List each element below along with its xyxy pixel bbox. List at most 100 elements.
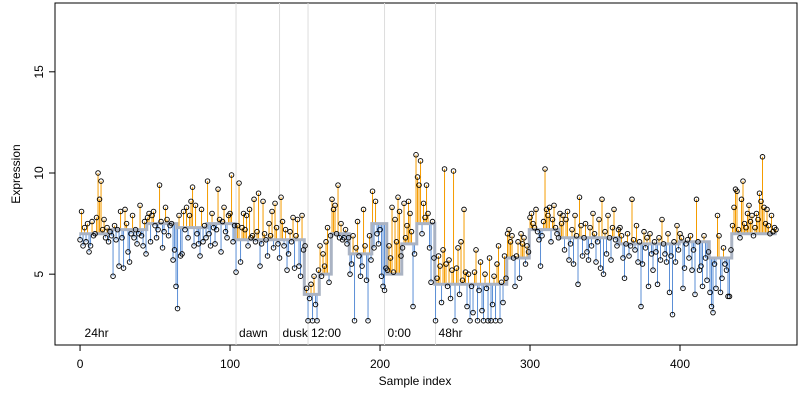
data-point — [324, 224, 331, 231]
data-point — [254, 228, 260, 235]
data-point — [750, 232, 757, 239]
data-point — [435, 253, 442, 259]
data-point — [204, 178, 211, 184]
data-point — [578, 222, 584, 229]
data-point — [428, 279, 434, 286]
data-point — [261, 230, 268, 237]
data-point — [564, 208, 571, 215]
data-point — [180, 208, 187, 215]
data-point — [678, 234, 685, 241]
data-point — [764, 206, 770, 213]
data-point — [608, 257, 614, 263]
x-tick-label: 0 — [77, 357, 84, 371]
data-point — [468, 283, 475, 290]
data-point — [359, 263, 365, 269]
data-point — [440, 247, 446, 253]
data-point — [203, 234, 209, 241]
data-point — [641, 228, 647, 235]
data-point — [605, 212, 611, 219]
data-point — [116, 263, 122, 269]
data-point — [455, 245, 461, 251]
data-point — [747, 218, 754, 225]
data-point — [162, 204, 169, 211]
data-point — [407, 210, 413, 217]
data-point — [567, 241, 574, 247]
data-point — [450, 168, 457, 174]
data-point — [249, 232, 256, 239]
data-point — [566, 257, 572, 263]
data-point — [408, 228, 415, 235]
data-point — [414, 174, 421, 180]
data-point — [80, 243, 86, 249]
data-point — [647, 230, 653, 237]
data-point — [461, 206, 467, 213]
data-point — [560, 212, 566, 219]
data-point — [759, 154, 766, 160]
data-point — [482, 271, 488, 277]
data-point — [99, 226, 106, 233]
data-point — [540, 218, 547, 225]
data-point — [390, 269, 397, 275]
data-point — [669, 311, 676, 318]
data-point — [288, 239, 295, 245]
data-point — [738, 196, 745, 203]
data-point — [563, 216, 569, 223]
data-point — [110, 273, 116, 279]
data-point — [81, 224, 88, 231]
data-point — [252, 239, 259, 245]
data-point — [131, 234, 137, 241]
data-point — [446, 257, 452, 263]
data-point — [494, 261, 500, 267]
data-point — [297, 273, 304, 279]
data-point — [651, 239, 658, 245]
data-point — [684, 237, 691, 243]
data-point — [743, 224, 749, 231]
data-point — [342, 226, 349, 233]
data-point — [597, 265, 604, 271]
y-tick-label: 15 — [32, 65, 46, 79]
data-point — [413, 152, 419, 158]
marker-label: 12:00 — [311, 326, 341, 340]
data-point — [291, 265, 298, 271]
data-point — [633, 222, 640, 229]
data-point — [401, 200, 407, 207]
data-point — [419, 230, 425, 237]
data-point — [765, 222, 772, 229]
data-point — [681, 265, 688, 271]
data-point — [377, 226, 383, 233]
data-point — [96, 196, 103, 203]
data-point — [453, 265, 460, 271]
data-point — [375, 241, 382, 247]
data-point — [222, 228, 229, 235]
data-point — [639, 261, 646, 267]
data-point — [113, 237, 119, 243]
data-point — [602, 228, 608, 235]
data-point — [114, 226, 121, 233]
data-point — [638, 303, 644, 310]
data-point — [518, 230, 524, 237]
data-point — [714, 212, 721, 219]
data-point — [702, 255, 709, 261]
data-point — [654, 281, 661, 288]
data-point — [438, 299, 445, 306]
data-point — [126, 259, 133, 265]
data-point — [632, 247, 638, 253]
data-point — [318, 273, 325, 279]
data-point — [357, 273, 364, 279]
data-point — [434, 275, 440, 281]
data-point — [689, 267, 695, 273]
data-point — [312, 301, 319, 308]
data-point — [192, 202, 199, 209]
data-point — [656, 234, 662, 241]
data-point — [393, 239, 400, 245]
data-point — [509, 232, 515, 239]
data-point — [519, 241, 526, 247]
data-point — [321, 263, 328, 269]
data-point — [101, 216, 107, 223]
data-point — [474, 317, 481, 324]
data-point — [710, 309, 716, 316]
data-point — [618, 232, 625, 239]
data-point — [315, 267, 322, 273]
data-point — [345, 234, 352, 241]
data-point — [570, 261, 577, 267]
